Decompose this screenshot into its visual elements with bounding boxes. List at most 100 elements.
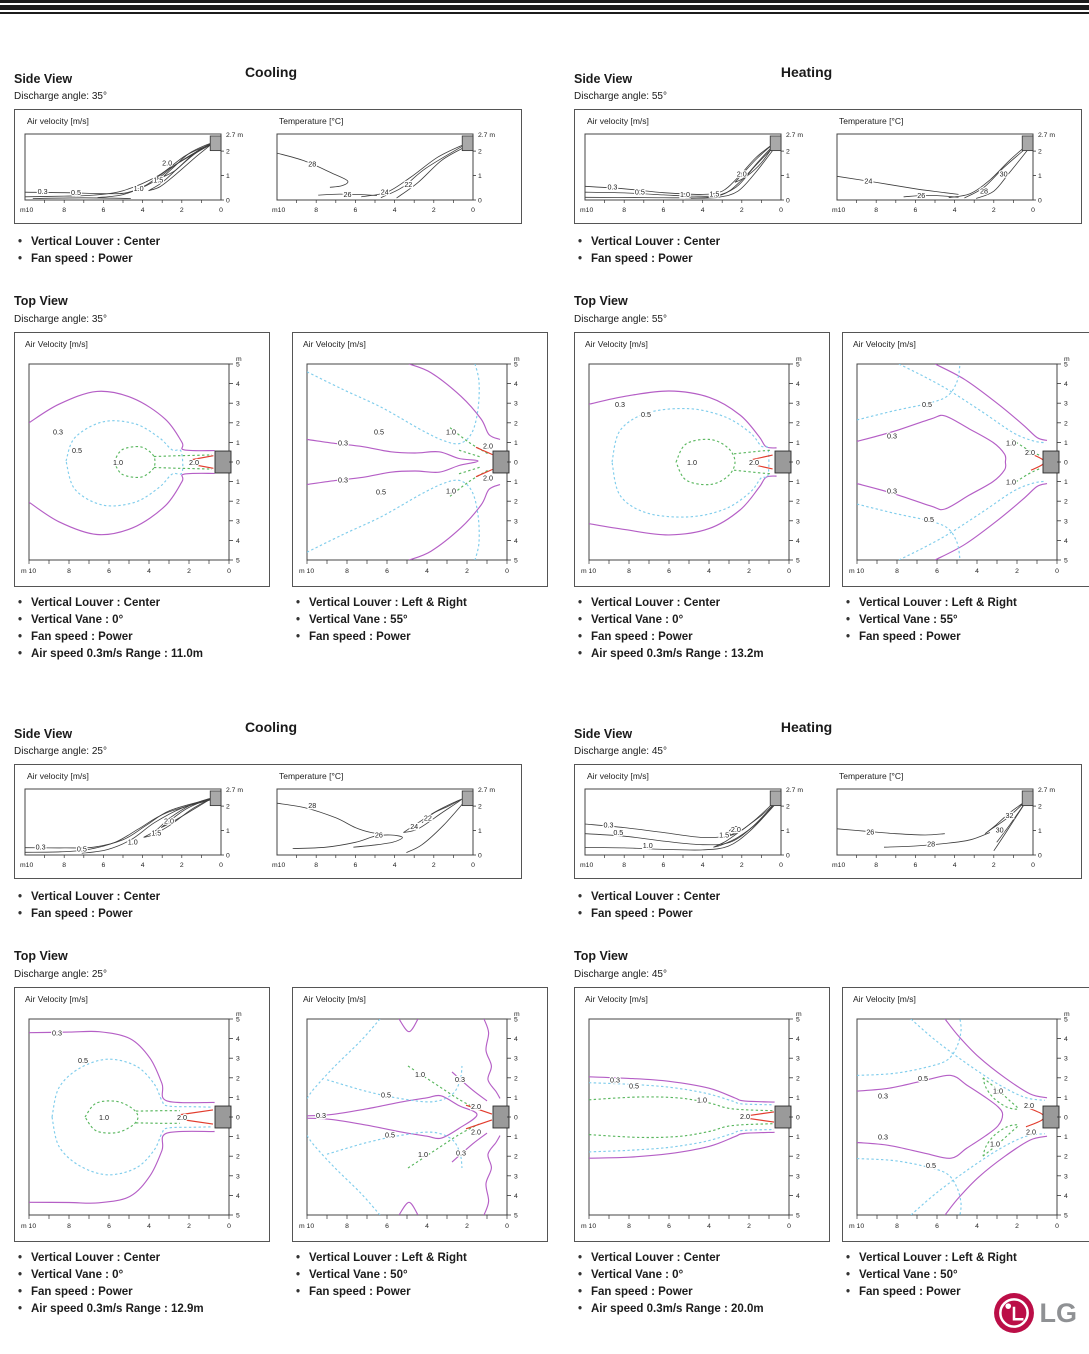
svg-text:1.0: 1.0 [446,428,456,437]
chart-title: Air Velocity [m/s] [25,339,88,349]
svg-text:m10: m10 [20,862,33,869]
svg-text:4: 4 [975,1223,979,1230]
discharge-angle-label: Discharge angle: 35° [14,91,107,102]
svg-text:4: 4 [1064,1193,1068,1200]
svg-text:24: 24 [381,188,389,197]
svg-text:m: m [796,356,802,363]
lg-symbol-icon [993,1293,1034,1333]
svg-text:2.0: 2.0 [483,441,493,450]
svg-text:8: 8 [622,207,626,214]
svg-text:m: m [796,1011,802,1018]
svg-text:8: 8 [67,568,71,575]
svg-text:0.3: 0.3 [610,1076,620,1085]
svg-text:8: 8 [345,1223,349,1230]
svg-text:m10: m10 [580,207,593,214]
svg-text:0.3: 0.3 [53,428,63,437]
svg-text:1.0: 1.0 [415,1070,425,1079]
svg-text:2: 2 [465,568,469,575]
svg-text:2: 2 [187,1223,191,1230]
svg-text:0: 0 [1031,862,1035,869]
svg-text:6: 6 [102,207,106,214]
spec-bullet: Fan speed : Power [18,1284,270,1301]
svg-text:4: 4 [236,381,240,388]
svg-text:4: 4 [707,568,711,575]
svg-text:2: 2 [187,568,191,575]
svg-text:1: 1 [514,440,518,447]
svg-text:0: 0 [796,460,800,467]
svg-text:5: 5 [236,1017,240,1024]
svg-text:0.3: 0.3 [604,821,614,830]
top-view-heading: Top View [14,949,68,963]
svg-text:0.3: 0.3 [607,182,617,191]
svg-text:6: 6 [667,568,671,575]
svg-text:4: 4 [514,381,518,388]
svg-text:1: 1 [1064,440,1068,447]
svg-text:2: 2 [1064,420,1068,427]
svg-text:0: 0 [478,198,482,205]
top-view-heading: Top View [574,294,628,308]
side-view-spec-list: Vertical Louver : CenterFan speed : Powe… [18,889,568,923]
chart-title: Temperature [°C] [839,116,904,126]
svg-text:22: 22 [424,813,432,822]
svg-text:0.5: 0.5 [635,188,645,197]
side-velocity-contour-plot: 2.7 m 2 1 0 m10 8 6 4 2 0 0.30.5 1.0 1.52.0 [580,787,803,869]
svg-text:4: 4 [147,568,151,575]
svg-text:28: 28 [927,840,935,849]
svg-text:m: m [236,1011,242,1018]
svg-text:0.3: 0.3 [615,400,625,409]
svg-text:8: 8 [622,862,626,869]
svg-text:2: 2 [1015,1223,1019,1230]
svg-text:2.7 m: 2.7 m [1038,787,1055,794]
svg-text:8: 8 [627,568,631,575]
svg-text:1: 1 [1038,173,1042,180]
svg-text:4: 4 [236,1036,240,1043]
svg-text:3: 3 [236,1056,240,1063]
temperature-side-chart: Temperature [°C] 2.7 m 2 1 0 m10 8 6 4 2 0 26 28 30 3… [831,769,1079,876]
chart-title: Temperature [°C] [279,771,344,781]
svg-text:1: 1 [796,440,800,447]
spec-bullet: Fan speed : Power [578,629,830,646]
heating-column-1: Side View Heating Discharge angle: 55° A… [574,14,1089,663]
svg-text:28: 28 [308,160,316,169]
svg-text:3: 3 [1064,401,1068,408]
spec-bullet: Vertical Louver : Center [578,889,1079,906]
svg-text:1.5: 1.5 [153,175,163,184]
svg-text:2: 2 [226,149,230,156]
spec-bullet: Vertical Vane : 55° [846,612,1089,629]
svg-text:0.5: 0.5 [376,487,386,496]
side-view-heading: Side View [574,727,633,741]
svg-text:0: 0 [505,568,509,575]
svg-text:3: 3 [514,401,518,408]
svg-text:2: 2 [796,1075,800,1082]
spec-bullet: Vertical Louver : Center [18,595,270,612]
spec-bullet: Fan speed : Power [846,629,1089,646]
air-velocity-side-chart: Air velocity [m/s] 2.7 m 2 1 0 m10 8 6 4 2 0 0.3 0.… [579,769,827,876]
svg-text:1.0: 1.0 [1006,478,1016,487]
svg-text:0: 0 [219,207,223,214]
spec-bullet: Vertical Vane : 50° [296,1267,548,1284]
svg-text:0.5: 0.5 [641,410,651,419]
svg-text:0: 0 [219,862,223,869]
svg-text:0: 0 [786,198,790,205]
svg-text:1.5: 1.5 [151,828,161,837]
svg-text:m: m [1064,356,1070,363]
svg-text:0.3: 0.3 [38,187,48,196]
svg-text:2.0: 2.0 [164,816,174,825]
svg-text:4: 4 [514,1193,518,1200]
svg-text:2: 2 [514,499,518,506]
svg-text:2: 2 [786,149,790,156]
svg-text:8: 8 [895,1223,899,1230]
svg-text:2.7 m: 2.7 m [1038,132,1055,139]
svg-text:1: 1 [1064,1134,1068,1141]
discharge-angle-label: Discharge angle: 45° [574,746,667,757]
svg-text:1: 1 [514,1134,518,1141]
svg-text:1: 1 [236,440,240,447]
svg-text:0.5: 0.5 [922,400,932,409]
svg-text:3: 3 [1064,518,1068,525]
airflow-section-2: Side View Cooling Discharge angle: 25° A… [14,719,1089,1318]
svg-text:2.7 m: 2.7 m [786,132,803,139]
